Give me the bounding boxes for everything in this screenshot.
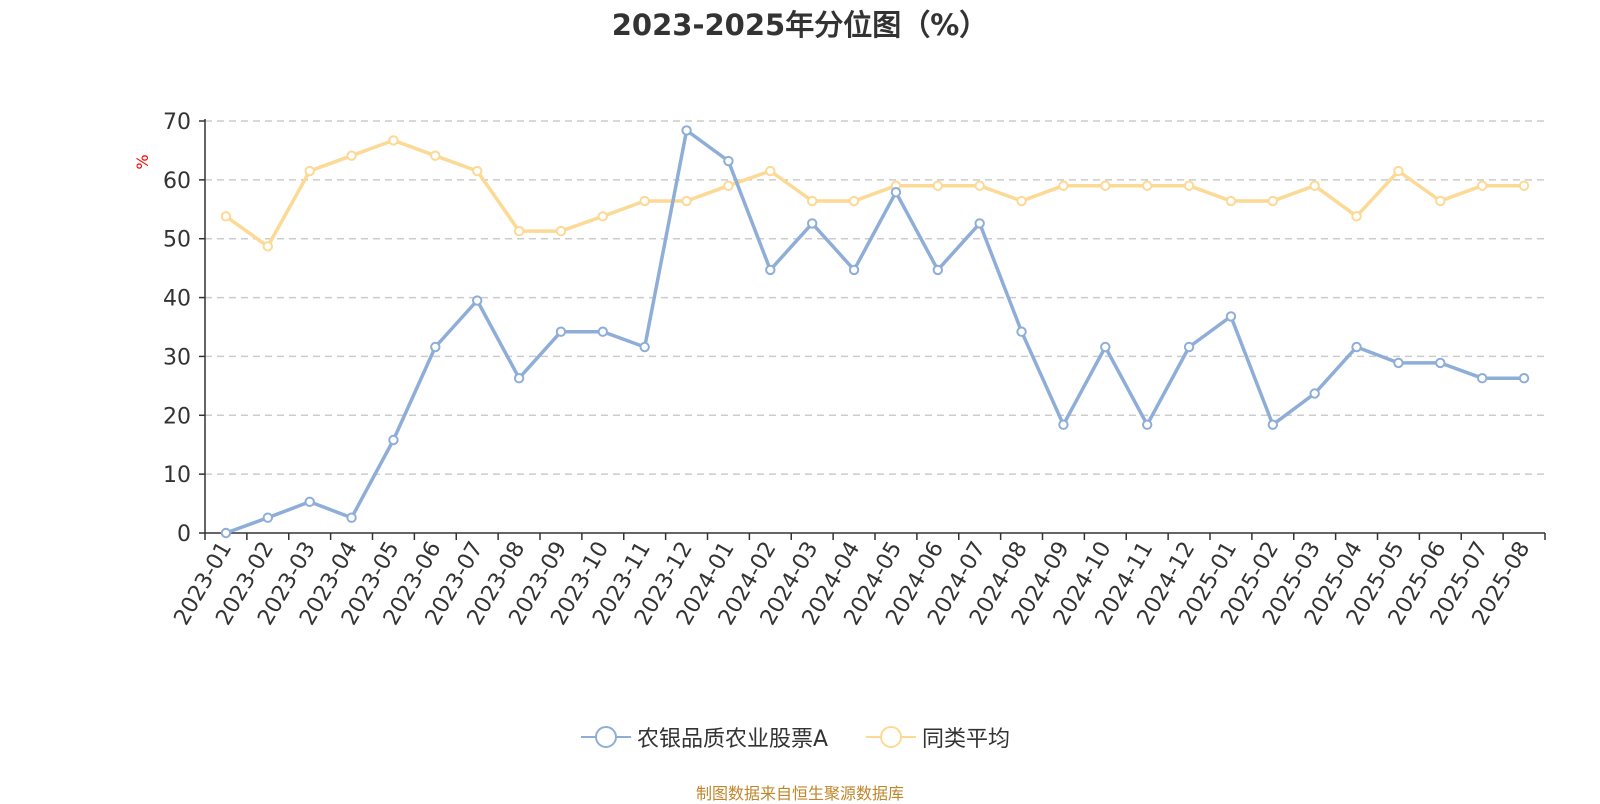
series-lines: [224, 128, 1526, 535]
series-2-point: [1183, 180, 1195, 191]
series-1-point: [388, 434, 399, 446]
series-2-point: [597, 211, 609, 222]
series-2-point: [388, 135, 399, 146]
series-1-point: [597, 326, 609, 337]
source-note: 制图数据来自恒生聚源数据库: [695, 784, 904, 803]
series-2-point: [1476, 180, 1488, 191]
series-2-point: [555, 225, 567, 237]
series-2-point: [848, 195, 860, 207]
series-2-point: [1351, 211, 1362, 222]
series-1-point: [513, 373, 525, 384]
series-1-point: [1351, 341, 1362, 353]
series-1-point: [1141, 419, 1153, 430]
series-1-point: [220, 527, 232, 539]
series-2-point: [932, 180, 944, 191]
series-1-point: [1267, 419, 1279, 430]
series-1-point: [555, 326, 567, 337]
series-2-point: [723, 180, 734, 191]
series-2-point: [1393, 165, 1404, 177]
legend-item-series-2[interactable]: 同类平均: [866, 722, 1010, 752]
series-points: [220, 125, 1530, 539]
legend-label: 农银品质农业股票A: [637, 727, 829, 752]
legend-marker-icon: [866, 726, 916, 748]
series-1-point: [1183, 341, 1195, 353]
series-2-point: [1058, 180, 1069, 191]
series-1-point: [1100, 341, 1111, 353]
series-1-point: [262, 512, 274, 523]
series-1-point: [346, 512, 357, 523]
y-tick-label: 30: [163, 345, 191, 370]
series-1-point: [430, 341, 441, 353]
series-2-point: [1435, 195, 1446, 207]
y-tick-label: 0: [177, 522, 191, 547]
series-2-point: [304, 165, 315, 177]
series-2-point: [1141, 180, 1153, 191]
series-2-point: [974, 180, 985, 191]
series-2-point: [806, 195, 818, 207]
series-1-point: [1309, 388, 1320, 399]
series-2-point: [513, 225, 525, 237]
series-1-point: [806, 218, 818, 229]
series-1-point: [681, 125, 692, 136]
series-2-point: [262, 241, 274, 252]
series-2-point: [765, 165, 776, 177]
series-2-point: [430, 150, 441, 161]
series-2-point: [1100, 180, 1111, 191]
series-2-point: [1309, 180, 1320, 191]
series-1-point: [304, 496, 315, 508]
chart-title: 2023-2025年分位图（%）: [611, 8, 989, 42]
series-2-point: [1518, 180, 1530, 191]
y-tick-label: 70: [163, 110, 191, 135]
y-axis-label: %: [133, 154, 152, 169]
legend-label: 同类平均: [922, 727, 1011, 752]
series-2-point: [471, 165, 483, 177]
series-1-point: [1225, 311, 1237, 322]
series-1-point: [1393, 357, 1404, 369]
series-2-point: [681, 195, 692, 207]
y-tick-label: 20: [163, 404, 191, 429]
series-1-point: [1476, 373, 1488, 384]
tick-labels: 010203040506070%2023-012023-022023-03202…: [133, 110, 1535, 630]
series-1-point: [890, 187, 902, 198]
y-tick-label: 10: [163, 463, 191, 488]
series-1-point: [471, 295, 483, 306]
series-1-point: [932, 264, 944, 276]
series-2-point: [220, 211, 232, 222]
series-1-point: [639, 341, 650, 353]
series-1-point: [1518, 373, 1530, 384]
series-2-point: [1016, 195, 1027, 207]
legend-marker-icon: [581, 726, 631, 748]
series-1-point: [848, 264, 860, 276]
series-1-point: [1435, 357, 1446, 369]
series-1-point: [723, 155, 734, 167]
series-2-point: [346, 150, 357, 161]
series-2-point: [639, 195, 650, 207]
legend-item-series-1[interactable]: 农银品质农业股票A: [581, 722, 828, 752]
grid-lines: [205, 120, 1545, 475]
y-tick-label: 50: [163, 228, 191, 253]
series-line-1: [224, 128, 1526, 535]
series-1-point: [974, 218, 985, 229]
series-2-point: [1225, 195, 1237, 207]
axes: [199, 119, 1546, 540]
series-1-point: [1058, 419, 1069, 430]
series-1-point: [1016, 326, 1027, 337]
series-line-2: [224, 138, 1526, 249]
series-2-point: [1267, 195, 1279, 207]
y-tick-label: 60: [163, 169, 191, 194]
y-tick-label: 40: [163, 287, 191, 312]
series-1-point: [765, 264, 776, 276]
